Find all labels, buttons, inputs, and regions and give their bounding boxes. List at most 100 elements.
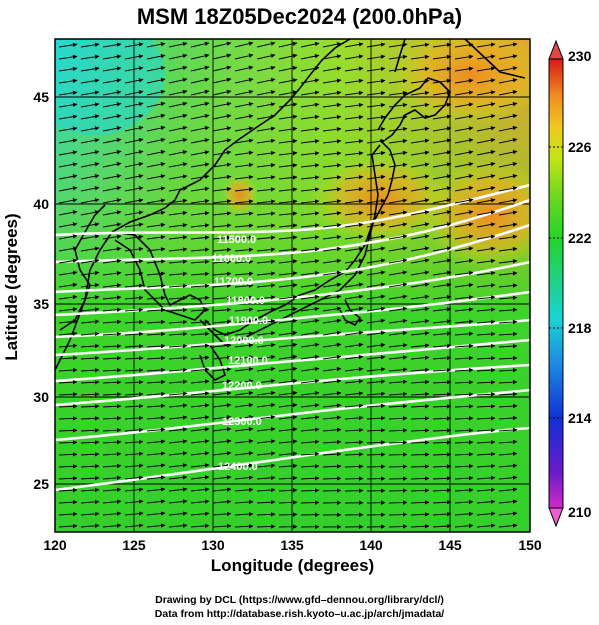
wind-arrow [366,379,386,384]
wind-arrow [80,150,100,156]
wind-arrow [212,403,232,408]
wind-arrow [278,223,298,228]
wind-arrow [388,102,408,108]
wind-arrow [278,199,298,204]
wind-arrow [80,487,100,493]
wind-arrow [124,161,144,168]
wind-arrow [58,476,78,481]
wind-arrow [234,89,254,96]
wind-arrow [498,379,518,385]
wind-arrow [58,499,78,505]
wind-arrow [476,114,496,120]
wind-arrow [256,150,276,156]
x-tick-label: 125 [122,537,146,553]
wind-arrow [124,54,144,60]
wind-arrow [234,41,254,48]
wind-arrow [146,174,166,180]
wind-arrow [366,174,386,180]
wind-arrow [212,331,232,336]
wind-arrow [498,210,518,216]
wind-arrow [366,150,386,156]
wind-arrow [366,42,386,48]
wind-arrow [80,392,100,397]
wind-arrow [278,318,298,324]
wind-arrow [388,78,408,84]
wind-arrow [124,511,144,516]
wind-arrow [498,222,518,228]
wind-arrow [410,391,430,397]
wind-arrow [322,342,342,348]
wind-arrow [366,102,386,108]
wind-arrow [278,259,298,264]
wind-arrow [388,318,408,324]
wind-arrow [80,511,100,517]
wind-arrow [212,319,232,324]
wind-arrow [80,295,100,300]
wind-arrow [498,511,518,516]
x-tick-label: 150 [518,537,542,553]
wind-arrow [80,198,100,204]
wind-arrow [344,163,364,168]
wind-arrow [498,90,518,96]
wind-arrow [102,427,122,433]
wind-arrow [410,524,430,529]
wind-arrow [212,223,232,228]
wind-arrow [256,487,276,493]
wind-arrow [454,331,474,337]
wind-arrow [146,451,166,456]
wind-arrow [300,318,320,324]
wind-arrow [410,306,430,312]
colorbar-tick-label: 214 [568,410,592,426]
wind-arrow [498,403,518,409]
drawing-credit: Drawing by DCL (https://www.gfd–dennou.o… [155,594,444,606]
wind-arrow [212,138,232,144]
wind-arrow [190,427,210,432]
colorbar-tick-label: 218 [568,320,592,336]
wind-arrow [58,162,78,168]
wind-arrow [212,379,232,384]
wind-arrow [454,319,474,324]
wind-arrow [344,379,364,384]
wind-arrow [80,270,100,276]
wind-arrow [432,270,452,276]
wind-arrow [80,78,100,84]
wind-arrow [322,78,342,84]
wind-arrow [366,210,386,216]
wind-arrow [80,367,100,373]
wind-arrow [476,173,496,180]
wind-arrow [300,151,320,156]
wind-arrow [366,330,386,336]
wind-arrow [454,282,474,288]
wind-arrow [80,54,100,60]
contour-label: 12200.0 [222,380,262,392]
wind-arrow [234,53,254,60]
wind-arrow [454,186,474,192]
wind-arrow [124,499,144,504]
x-tick-labels: 120 125 130 135 140 145 150 [43,537,542,553]
wind-arrow [278,187,298,192]
wind-arrow [80,343,100,349]
wind-arrow [168,65,188,72]
wind-arrow [454,487,474,493]
wind-arrow [300,78,320,84]
wind-arrow [190,331,210,337]
wind-arrow [212,77,232,84]
wind-arrow [80,114,100,120]
wind-arrow [146,475,166,480]
wind-arrow [322,378,342,384]
contour-labels: 11500.0 11600.0 11700.0 11800.0 11900.0 … [212,234,268,473]
wind-arrow [256,235,276,240]
wind-arrow [80,246,100,252]
wind-arrow [388,379,408,385]
wind-arrow [256,366,276,372]
wind-arrow [146,367,166,373]
wind-arrow [168,186,188,192]
wind-arrow [234,259,254,264]
wind-arrow [432,150,452,156]
wind-arrow [102,198,122,204]
wind-arrow [124,367,144,373]
wind-arrow [58,102,78,108]
wind-arrow [212,499,232,504]
wind-arrow [300,415,320,420]
wind-arrow [498,174,518,180]
